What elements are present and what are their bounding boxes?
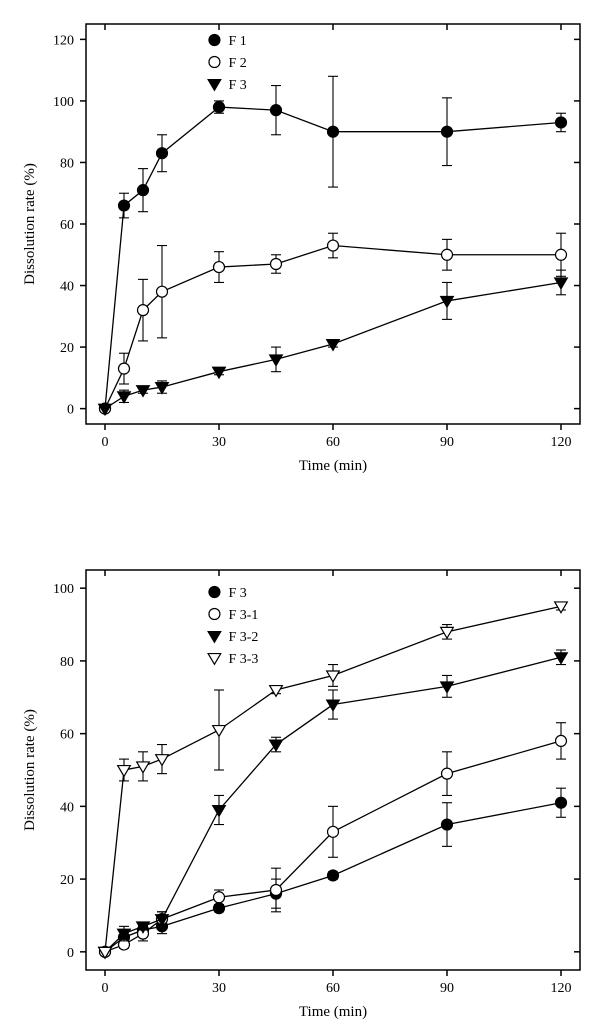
y-axis-label: Dissolution rate (%) bbox=[22, 709, 38, 831]
x-tick-label: 60 bbox=[326, 435, 340, 450]
x-tick-label: 120 bbox=[551, 981, 572, 996]
legend-label: F 3-2 bbox=[228, 630, 258, 645]
legend-label: F 3 bbox=[228, 586, 246, 601]
y-tick-label: 60 bbox=[60, 728, 74, 743]
y-tick-label: 80 bbox=[60, 156, 74, 171]
y-tick-label: 40 bbox=[60, 280, 74, 295]
x-tick-label: 0 bbox=[102, 981, 109, 996]
y-tick-label: 80 bbox=[60, 655, 74, 670]
legend-label: F 1 bbox=[228, 34, 246, 49]
y-tick-label: 20 bbox=[60, 341, 74, 356]
y-tick-label: 20 bbox=[60, 873, 74, 888]
x-tick-label: 30 bbox=[212, 435, 226, 450]
x-tick-label: 60 bbox=[326, 981, 340, 996]
x-tick-label: 30 bbox=[212, 981, 226, 996]
legend-label: F 2 bbox=[228, 56, 246, 71]
x-tick-label: 90 bbox=[440, 981, 454, 996]
y-tick-label: 0 bbox=[67, 946, 74, 961]
x-tick-label: 0 bbox=[102, 435, 109, 450]
legend-label: F 3-1 bbox=[228, 608, 258, 623]
bottomChart: 0 30 60 90 120 0 20 40 60 80 100 Time (min) Dissolut… bbox=[22, 570, 580, 1020]
x-tick-label: 120 bbox=[551, 435, 572, 450]
topChart: 0 30 60 90 120 0 20 40 60 80 100 120 Time (min) Disso… bbox=[22, 24, 580, 474]
y-tick-label: 100 bbox=[53, 95, 74, 110]
x-axis-label: Time (min) bbox=[299, 1004, 367, 1020]
legend-label: F 3-3 bbox=[228, 652, 258, 667]
y-axis-label: Dissolution rate (%) bbox=[22, 163, 38, 285]
legend-label: F 3 bbox=[228, 78, 246, 93]
y-tick-label: 0 bbox=[67, 403, 74, 418]
x-axis-label: Time (min) bbox=[299, 458, 367, 474]
y-tick-label: 40 bbox=[60, 800, 74, 815]
y-tick-label: 60 bbox=[60, 218, 74, 233]
y-tick-label: 120 bbox=[53, 33, 74, 48]
x-tick-label: 90 bbox=[440, 435, 454, 450]
y-tick-label: 100 bbox=[53, 582, 74, 597]
